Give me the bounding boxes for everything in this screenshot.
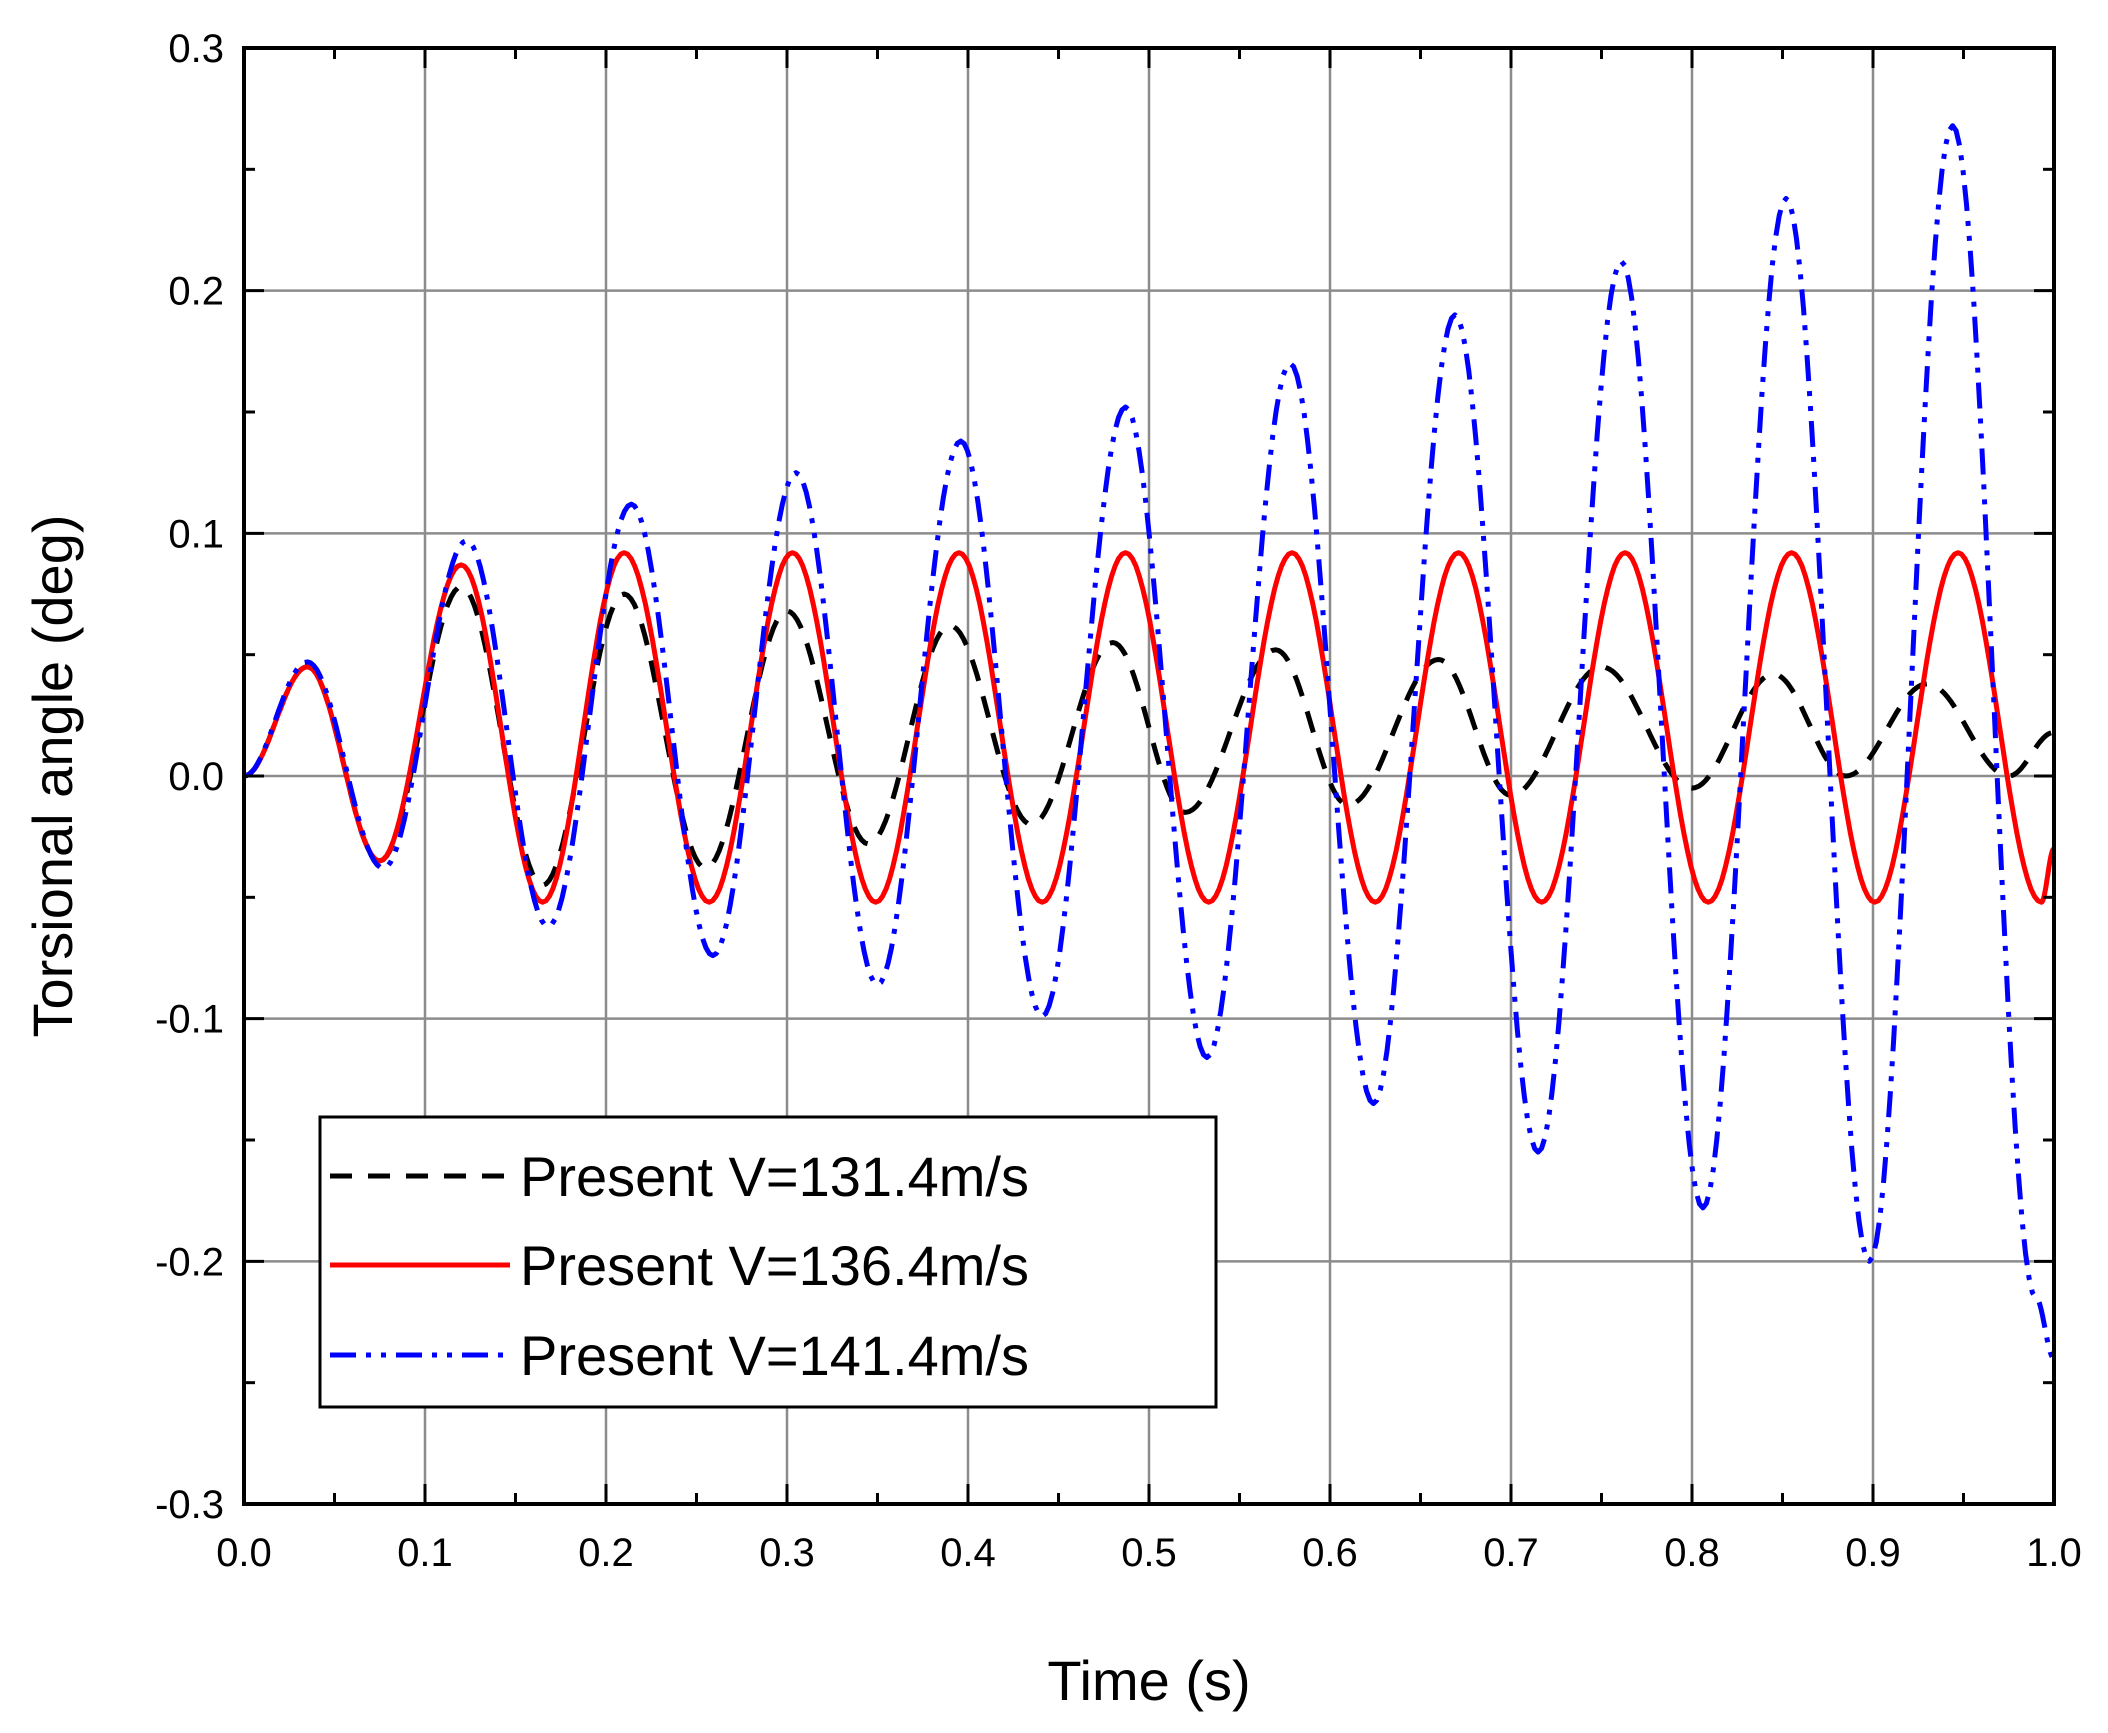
series-line-2	[243, 123, 2056, 1361]
legend-label-131: Present V=131.4m/s	[520, 1145, 1029, 1208]
tick-labels: 0.0 0.1 0.2 0.3 0.4 0.5 0.6 0.7 0.8 0.9 1.0 -0.3 -0.…	[155, 27, 2082, 1575]
y-tick-label: -0.3	[155, 1483, 224, 1527]
legend: Present V=131.4m/s Present V=136.4m/s Pr…	[318, 1115, 1218, 1409]
y-tick-label: -0.1	[155, 998, 224, 1042]
x-tick-label: 0.1	[397, 1531, 453, 1575]
x-tick-label: 0.9	[1845, 1531, 1901, 1575]
x-axis-title: Time (s)	[1047, 1649, 1250, 1712]
y-axis-title: Torsional angle (deg)	[21, 515, 84, 1038]
y-tick-label: 0.0	[168, 755, 224, 799]
axis-ticks	[242, 46, 2056, 1506]
x-tick-label: 0.8	[1664, 1531, 1720, 1575]
x-tick-label: 0.7	[1483, 1531, 1539, 1575]
x-tick-label: 0.5	[1121, 1531, 1177, 1575]
x-tick-label: 1.0	[2026, 1531, 2082, 1575]
legend-label-136: Present V=136.4m/s	[520, 1234, 1029, 1297]
x-tick-label: 0.3	[759, 1531, 815, 1575]
series-lines	[243, 123, 2056, 1361]
legend-label-141: Present V=141.4m/s	[520, 1324, 1029, 1387]
y-tick-label: -0.2	[155, 1240, 224, 1284]
x-tick-label: 0.2	[578, 1531, 634, 1575]
y-tick-label: 0.1	[168, 512, 224, 556]
legend-box	[318, 1115, 1218, 1409]
x-tick-label: 0.6	[1302, 1531, 1358, 1575]
x-tick-label: 0.4	[940, 1531, 996, 1575]
x-tick-label: 0.0	[216, 1531, 272, 1575]
y-tick-label: 0.3	[168, 27, 224, 71]
series-line-0	[243, 584, 2055, 888]
y-tick-label: 0.2	[168, 270, 224, 314]
